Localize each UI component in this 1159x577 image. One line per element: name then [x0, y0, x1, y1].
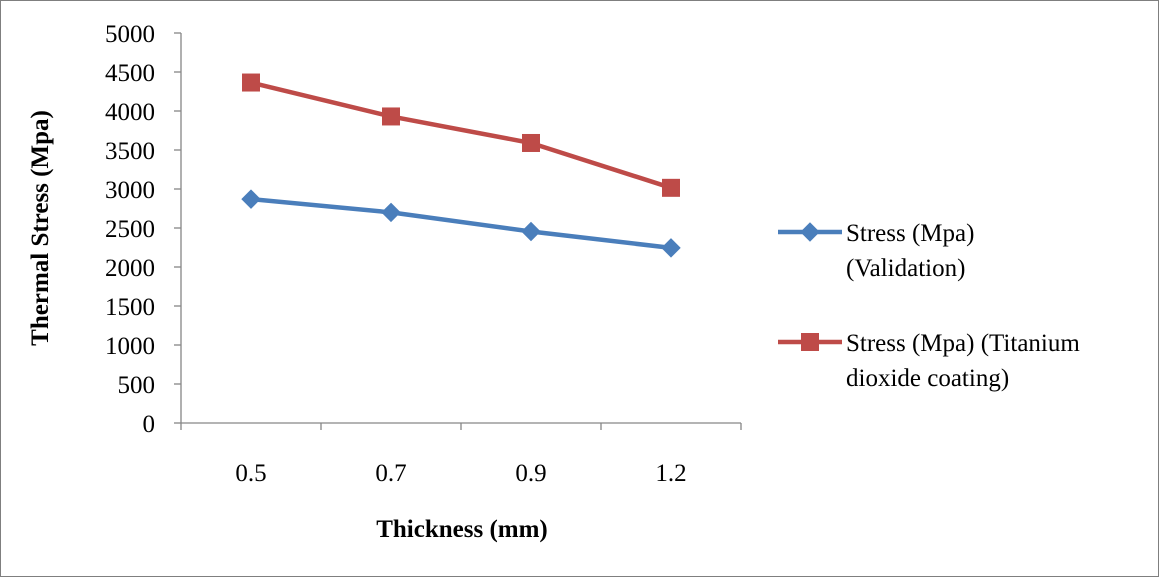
legend-label: dioxide coating) — [846, 365, 1009, 392]
x-axis-title: Thickness (mm) — [376, 516, 548, 543]
data-point — [242, 73, 260, 92]
y-tick-label: 0 — [143, 411, 156, 438]
plot-series — [241, 73, 681, 258]
x-tick-label: 0.7 — [375, 460, 406, 487]
data-point — [521, 221, 541, 242]
data-point — [662, 178, 680, 197]
series-2 — [242, 73, 680, 197]
y-tick-label: 2000 — [105, 255, 155, 282]
y-tick-label: 3000 — [105, 177, 155, 204]
series-line — [248, 80, 674, 191]
x-tick-label: 1.2 — [655, 460, 686, 487]
x-axis: 0.5 0.7 0.9 1.2 — [180, 422, 742, 487]
y-tick-label: 1500 — [105, 294, 155, 321]
legend: Stress (Mpa) (Validation) Stress (Mpa) (Ti… — [778, 220, 1080, 392]
data-point — [661, 238, 681, 258]
legend-entry-1: Stress (Mpa) (Validation) — [778, 220, 974, 282]
legend-swatch-marker — [800, 222, 820, 242]
y-axis-title: Thermal Stress (Mpa) — [27, 110, 54, 346]
x-tick-label: 0.9 — [515, 460, 546, 487]
series-1 — [241, 189, 681, 258]
y-tick-label: 3500 — [105, 138, 155, 165]
legend-swatch-marker — [801, 333, 819, 351]
data-point — [241, 189, 261, 209]
y-tick-label: 2500 — [105, 216, 155, 243]
y-tick-label: 500 — [118, 372, 156, 399]
y-tick-label: 5000 — [105, 21, 155, 48]
data-point — [522, 133, 540, 152]
legend-entry-2: Stress (Mpa) (Titanium dioxide coating) — [778, 330, 1080, 392]
data-point — [382, 107, 400, 126]
legend-label: Stress (Mpa) (Titanium — [846, 330, 1080, 357]
legend-label: Stress (Mpa) — [846, 220, 974, 247]
y-axis: 0 500 1000 1500 2000 2500 3000 3500 4000 4500 5000 — [105, 21, 182, 438]
y-tick-label: 1000 — [105, 333, 155, 360]
legend-label: (Validation) — [846, 255, 965, 282]
y-tick-label: 4000 — [105, 99, 155, 126]
data-point — [381, 202, 401, 223]
series-line — [248, 196, 674, 251]
y-tick-label: 4500 — [105, 60, 155, 87]
x-tick-label: 0.5 — [235, 460, 266, 487]
